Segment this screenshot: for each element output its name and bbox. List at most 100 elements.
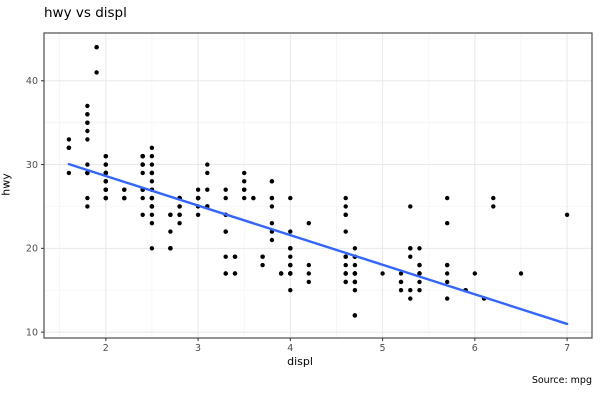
data-point xyxy=(149,154,155,159)
data-point xyxy=(445,195,450,201)
data-point xyxy=(352,246,358,251)
x-tick-label: 3 xyxy=(195,343,201,354)
data-point xyxy=(352,262,358,268)
x-tick-label: 2 xyxy=(103,343,109,354)
data-point xyxy=(223,271,228,276)
data-point xyxy=(168,212,173,217)
data-point xyxy=(408,296,413,301)
data-point xyxy=(352,288,358,293)
source-caption: Source: mpg xyxy=(531,375,592,386)
x-tick-label: 7 xyxy=(564,343,570,354)
data-point xyxy=(103,187,109,192)
data-point xyxy=(343,195,348,201)
data-point xyxy=(140,170,145,176)
data-point xyxy=(417,262,422,268)
data-point xyxy=(408,254,413,259)
data-point xyxy=(85,120,90,125)
data-point xyxy=(564,212,570,217)
data-point xyxy=(205,162,210,167)
data-point xyxy=(140,212,145,217)
data-point xyxy=(149,212,155,217)
data-point xyxy=(103,179,109,184)
data-point xyxy=(149,179,155,184)
data-point xyxy=(177,204,182,209)
data-point xyxy=(260,254,265,259)
data-point xyxy=(149,246,155,251)
data-point xyxy=(85,195,90,201)
data-point xyxy=(408,246,413,251)
x-tick-label: 5 xyxy=(380,343,386,354)
data-point xyxy=(445,262,450,268)
data-point xyxy=(223,195,228,201)
data-point xyxy=(306,221,311,226)
data-point xyxy=(232,271,238,276)
data-point xyxy=(445,279,450,285)
chart-title: hwy vs displ xyxy=(44,5,127,21)
data-point xyxy=(445,221,450,226)
data-point xyxy=(251,195,256,201)
data-point xyxy=(269,237,275,243)
data-point xyxy=(195,212,201,217)
data-point xyxy=(195,187,201,192)
data-point xyxy=(278,271,284,276)
data-point xyxy=(103,162,109,167)
data-point xyxy=(343,271,348,276)
data-point xyxy=(518,271,524,276)
data-point xyxy=(417,271,422,276)
data-point xyxy=(85,170,90,176)
data-point xyxy=(398,279,404,285)
data-point xyxy=(306,271,311,276)
data-point xyxy=(149,170,155,176)
y-tick-label: 20 xyxy=(26,244,38,255)
data-point xyxy=(177,221,182,226)
data-point xyxy=(195,195,201,201)
y-tick-label: 30 xyxy=(26,160,38,171)
data-point xyxy=(122,195,127,201)
data-point xyxy=(140,195,145,201)
data-point xyxy=(122,187,127,192)
data-point xyxy=(94,70,99,75)
data-point xyxy=(223,229,228,234)
data-point xyxy=(343,262,348,268)
data-point xyxy=(269,221,275,226)
data-point xyxy=(288,246,293,251)
data-point xyxy=(149,204,155,209)
data-point xyxy=(168,246,173,251)
data-point xyxy=(149,221,155,226)
data-point xyxy=(343,204,348,209)
data-point xyxy=(288,271,293,276)
data-point xyxy=(149,145,155,150)
data-point xyxy=(445,296,450,301)
data-point xyxy=(306,279,311,285)
panel-border xyxy=(43,32,593,339)
data-point xyxy=(343,279,348,285)
data-point xyxy=(66,137,72,142)
data-point xyxy=(352,313,358,318)
data-point xyxy=(242,170,247,176)
data-point xyxy=(205,170,210,176)
data-point xyxy=(408,288,413,293)
data-point xyxy=(343,229,348,234)
data-point xyxy=(232,254,238,259)
data-point xyxy=(288,229,293,234)
data-point xyxy=(491,195,496,201)
data-point xyxy=(380,271,385,276)
data-point xyxy=(103,170,109,176)
data-point xyxy=(352,279,358,285)
data-point xyxy=(417,279,422,285)
data-point xyxy=(288,288,293,293)
data-point xyxy=(149,195,155,201)
data-point xyxy=(242,187,247,192)
data-point xyxy=(66,170,72,176)
data-point xyxy=(223,254,228,259)
data-point xyxy=(66,145,72,150)
data-point xyxy=(94,45,99,50)
data-point xyxy=(445,271,450,276)
data-point xyxy=(288,195,293,201)
data-point xyxy=(343,254,348,259)
data-point xyxy=(140,162,145,167)
data-point xyxy=(140,154,145,159)
data-point xyxy=(149,162,155,167)
data-point xyxy=(168,229,173,234)
